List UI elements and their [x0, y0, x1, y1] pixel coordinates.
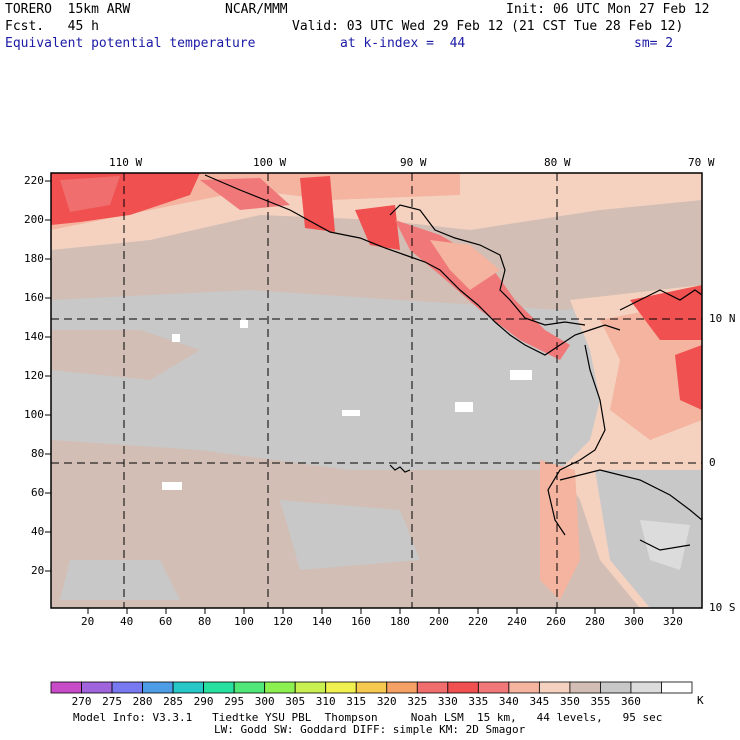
x-tick-label: 120 — [273, 615, 293, 628]
colorbar-label: 300 — [254, 695, 275, 708]
colorbar-label: 305 — [285, 695, 306, 708]
x-tick-label: 280 — [585, 615, 605, 628]
colorbar-label: 335 — [468, 695, 489, 708]
forecast-hour: Fcst. 45 h — [5, 19, 99, 34]
lon-label-80w: 80 W — [544, 156, 571, 169]
x-tick-label: 100 — [234, 615, 254, 628]
lon-label-100w: 100 W — [253, 156, 287, 169]
lon-label-90w: 90 W — [400, 156, 427, 169]
coastlines — [204, 174, 702, 551]
x-tick-label: 140 — [312, 615, 332, 628]
colorbar-label: 275 — [102, 695, 122, 708]
x-tick-label: 240 — [507, 615, 527, 628]
x-tick-label: 200 — [429, 615, 449, 628]
model-info-line1: Model Info: V3.3.1 Tiedtke YSU PBL Thomp… — [73, 711, 663, 724]
x-tick-label: 320 — [663, 615, 683, 628]
y-tick-label: 60 — [31, 486, 45, 499]
colorbar-label: 355 — [590, 695, 611, 708]
field-name: Equivalent potential temperature — [5, 36, 256, 51]
center-name: NCAR/MMM — [225, 2, 288, 17]
model-name: TORERO 15km ARW — [5, 2, 131, 17]
lon-label-110w: 110 W — [109, 156, 143, 169]
lat-label-10n: 10 N — [709, 312, 736, 325]
colorbar-label: 290 — [193, 695, 214, 708]
x-tick-label: 220 — [468, 615, 488, 628]
colorbar-label: 310 — [315, 695, 336, 708]
colorbar-label: 295 — [224, 695, 245, 708]
x-tick-label: 180 — [390, 615, 410, 628]
colorbar-label: 340 — [498, 695, 519, 708]
y-tick-label: 100 — [24, 408, 44, 421]
colorbar-label: 345 — [529, 695, 550, 708]
y-tick-label: 160 — [24, 291, 44, 304]
x-tick-label: 260 — [546, 615, 566, 628]
y-tick-label: 200 — [24, 213, 44, 226]
colorbar-label: 315 — [346, 695, 367, 708]
y-tick-label: 180 — [24, 252, 44, 265]
colorbar-unit: K — [697, 694, 704, 707]
smoothing-info: sm= 2 — [634, 36, 674, 51]
graticule — [51, 173, 702, 608]
colorbar-label: 350 — [559, 695, 580, 708]
colorbar-label: 330 — [437, 695, 458, 708]
init-time: Init: 06 UTC Mon 27 Feb 12 — [506, 2, 710, 17]
colorbar-label: 320 — [376, 695, 397, 708]
lon-label-70w: 70 W — [688, 156, 715, 169]
y-tick-label: 80 — [31, 447, 45, 460]
x-tick-label: 20 — [81, 615, 95, 628]
level-info: at k-index = 44 — [340, 36, 466, 51]
lat-label-0: 0 — [709, 456, 716, 469]
map-frame — [50, 172, 703, 609]
x-tick-label: 60 — [159, 615, 173, 628]
x-tick-label: 40 — [120, 615, 134, 628]
y-tick-label: 140 — [24, 330, 44, 343]
colorbar-label: 270 — [71, 695, 92, 708]
model-info-line2: LW: Godd SW: Goddard DIFF: simple KM: 2D… — [214, 723, 526, 736]
y-tick-label: 20 — [31, 564, 45, 577]
colorbar-label: 285 — [163, 695, 184, 708]
x-tick-label: 300 — [624, 615, 644, 628]
axis-ticks — [45, 180, 674, 614]
x-tick-label: 160 — [351, 615, 371, 628]
y-tick-label: 40 — [31, 525, 45, 538]
theta-e-field — [51, 173, 702, 608]
y-tick-label: 120 — [24, 369, 44, 382]
colorbar-label: 360 — [621, 695, 641, 708]
colorbar-label: 280 — [132, 695, 153, 708]
x-tick-label: 80 — [198, 615, 212, 628]
lat-label-10s: 10 S — [709, 601, 736, 614]
y-tick-label: 220 — [24, 174, 44, 187]
colorbar-label: 325 — [407, 695, 428, 708]
valid-time: Valid: 03 UTC Wed 29 Feb 12 (21 CST Tue … — [292, 19, 684, 34]
